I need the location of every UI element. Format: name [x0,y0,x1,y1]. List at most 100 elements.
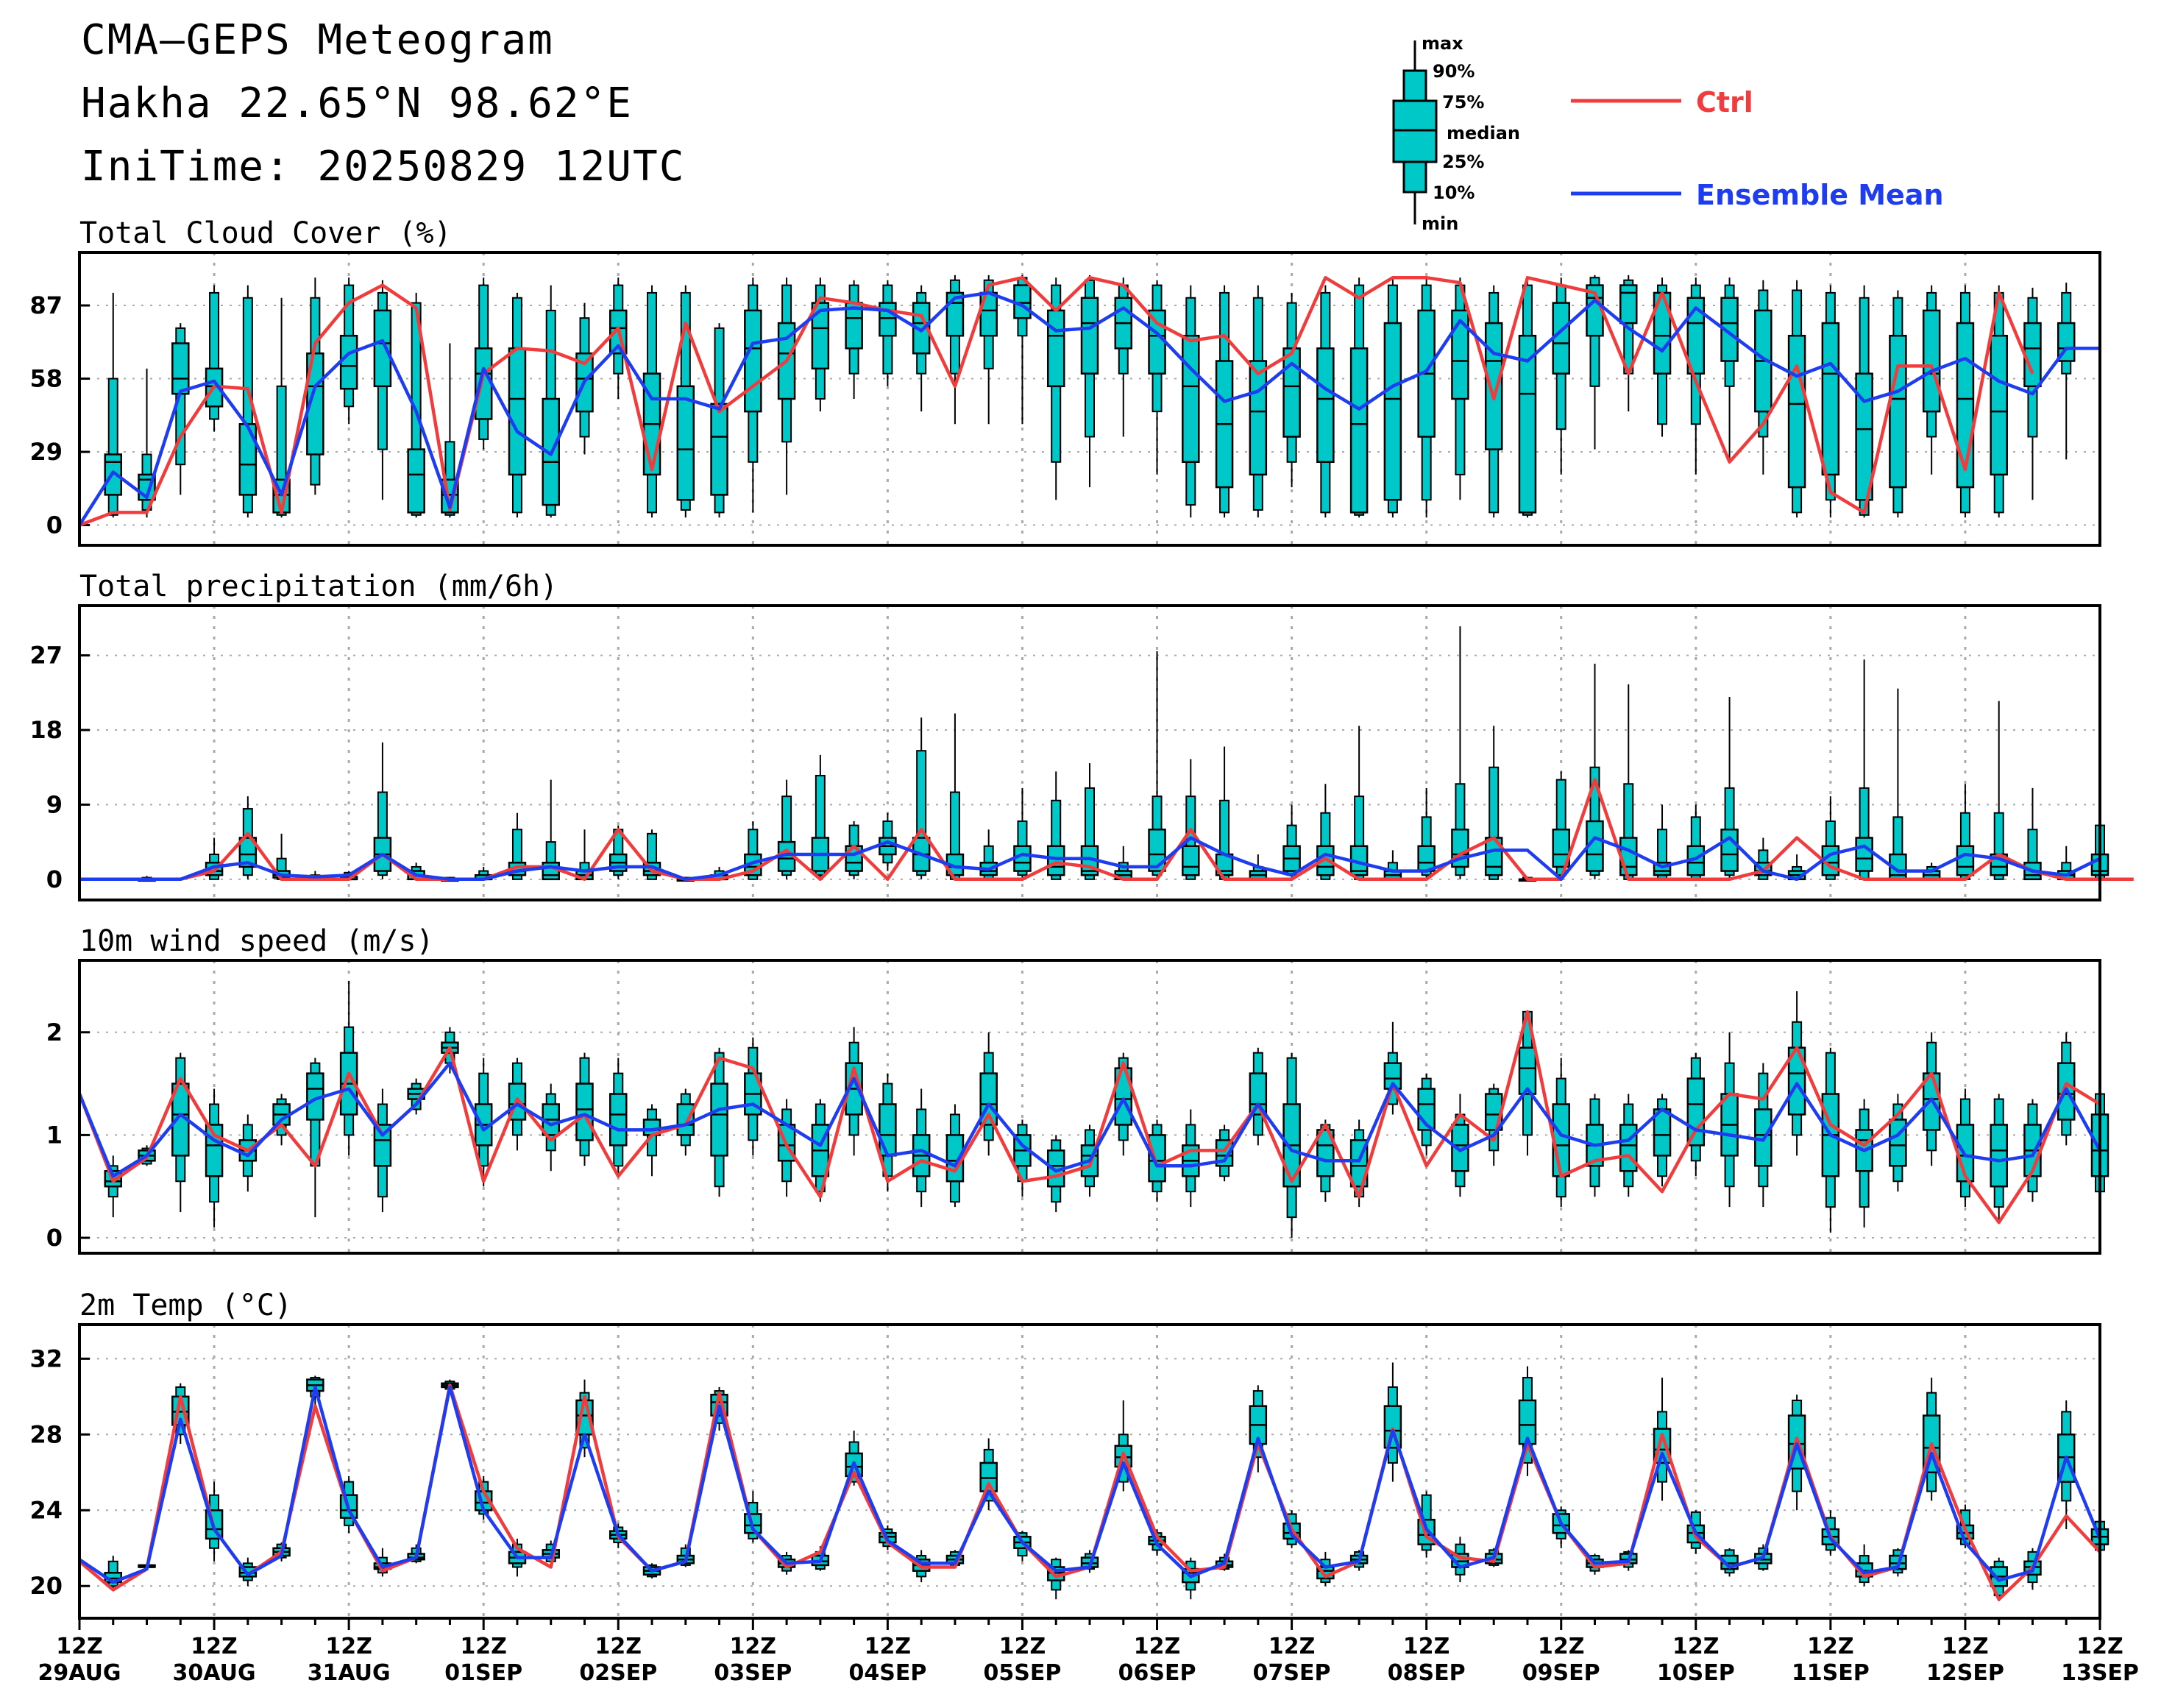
box-plot [1754,1063,1773,1208]
box-plot [1249,285,1268,518]
y-tick-label: 32 [29,1344,63,1372]
box-inner [1552,302,1570,375]
y-tick-label: 27 [29,642,63,670]
box-plot [609,825,628,879]
y-tick-label: 58 [29,365,63,393]
box-inner [1182,845,1200,876]
box-plot [979,829,998,880]
box-plot [474,1057,493,1187]
box-inner [1889,334,1907,489]
box-plot [1451,277,1469,500]
box-inner [811,302,830,370]
ensemble-mean-line [77,1061,2101,1178]
box-plot [777,277,796,495]
box-inner [1484,322,1503,450]
y-tick-label: 18 [29,716,63,744]
x-tick-label-date: 06SEP [1118,1660,1196,1686]
x-tick-label-hour: 12Z [2076,1634,2123,1659]
box-plot [205,1088,224,1228]
box-inner [1956,845,1975,876]
x-tick-label-hour: 12Z [1134,1634,1181,1659]
x-tick-label-hour: 12Z [56,1634,103,1659]
box-plot [710,1047,728,1197]
x-tick-label-date: 05SEP [984,1660,1062,1686]
box-plot [1787,991,1806,1156]
legend-ctrl-label: Ctrl [1696,86,1753,118]
legend: max 90% 75% median 25% 10% min Ctrl Ense… [1392,33,1944,234]
chart-title: CMA—GEPS Meteogram [81,16,554,64]
box-plot [508,292,527,518]
box-inner [1821,322,1840,476]
chart-location: Hakha 22.65°N 98.62°E [81,79,634,127]
box-plot [676,285,695,518]
panel-1: Total precipitation (mm/6h) 0 9 18 27 [29,570,2134,901]
box-plot [744,277,762,513]
box-plot [1821,285,1840,518]
box-plot [1653,277,1672,437]
box-inner [407,448,425,514]
box-inner [1148,309,1166,375]
box-plot [171,323,190,495]
box-plot [710,323,728,518]
box-plot [1586,663,1604,879]
box-plot [1619,1094,1638,1197]
box-plot [912,285,931,412]
box-inner [2023,322,2042,388]
box-plot [104,292,123,518]
box-inner [1282,347,1301,438]
box-plot [1013,787,1032,879]
x-tick-label-hour: 12Z [1538,1634,1585,1659]
legend-label-p90: 90% [1433,61,1475,82]
x-tick-label-hour: 12Z [1672,1634,1720,1659]
box-plot [1182,1109,1200,1208]
x-tick-label-hour: 12Z [1268,1634,1316,1659]
x-tick-label-hour: 12Z [1942,1634,1989,1659]
box-plot [642,285,661,518]
legend-label-p75: 75% [1442,92,1484,113]
x-tick-label-date: 04SEP [848,1660,926,1686]
box-plot [1889,688,1907,881]
box-plot [979,274,998,425]
box-plot [2023,1099,2042,1202]
box-plot [1787,280,1806,518]
box-plot [1990,1094,2008,1223]
box-plot [1619,684,1638,880]
x-tick-label-date: 07SEP [1253,1660,1331,1686]
box-plot [474,277,493,450]
box-plot [1956,285,1975,518]
box-inner [1619,1124,1638,1172]
panel-frame [78,959,2101,1255]
box-inner [676,385,695,501]
box-plot [1889,290,1907,518]
x-tick-label-hour: 12Z [191,1634,238,1659]
x-tick-label-date: 30AUG [173,1660,256,1686]
box-plot [1720,277,1739,462]
box-plot [2057,1400,2076,1530]
panel-frame [78,251,2101,547]
x-tick-label-hour: 12Z [460,1634,507,1659]
box-plot [1349,277,1369,518]
ctrl-line [79,778,2134,882]
box-inner [373,1124,392,1167]
box-plot [1720,696,1739,879]
box-plot [777,779,796,879]
box-plot [1956,784,1975,880]
x-tick-label-date: 02SEP [579,1660,657,1686]
box-inner [1619,837,1638,876]
box-plot [1417,787,1436,879]
box-plot [1484,726,1503,880]
box-plot [1215,746,1234,880]
box-plot [1114,277,1133,437]
box-inner [1922,309,1941,413]
x-tick-label-date: 13SEP [2061,1660,2139,1686]
box-inner [710,1082,728,1157]
box-plot [2023,787,2042,881]
box-plot [205,285,224,432]
legend-label-max: max [1422,33,1463,54]
x-tick-label-hour: 12Z [325,1634,372,1659]
box-inner [238,837,258,868]
box-plot [912,1088,931,1208]
box-plot [1282,292,1301,488]
box-inner [1148,828,1166,872]
box-plot [1013,1119,1032,1197]
